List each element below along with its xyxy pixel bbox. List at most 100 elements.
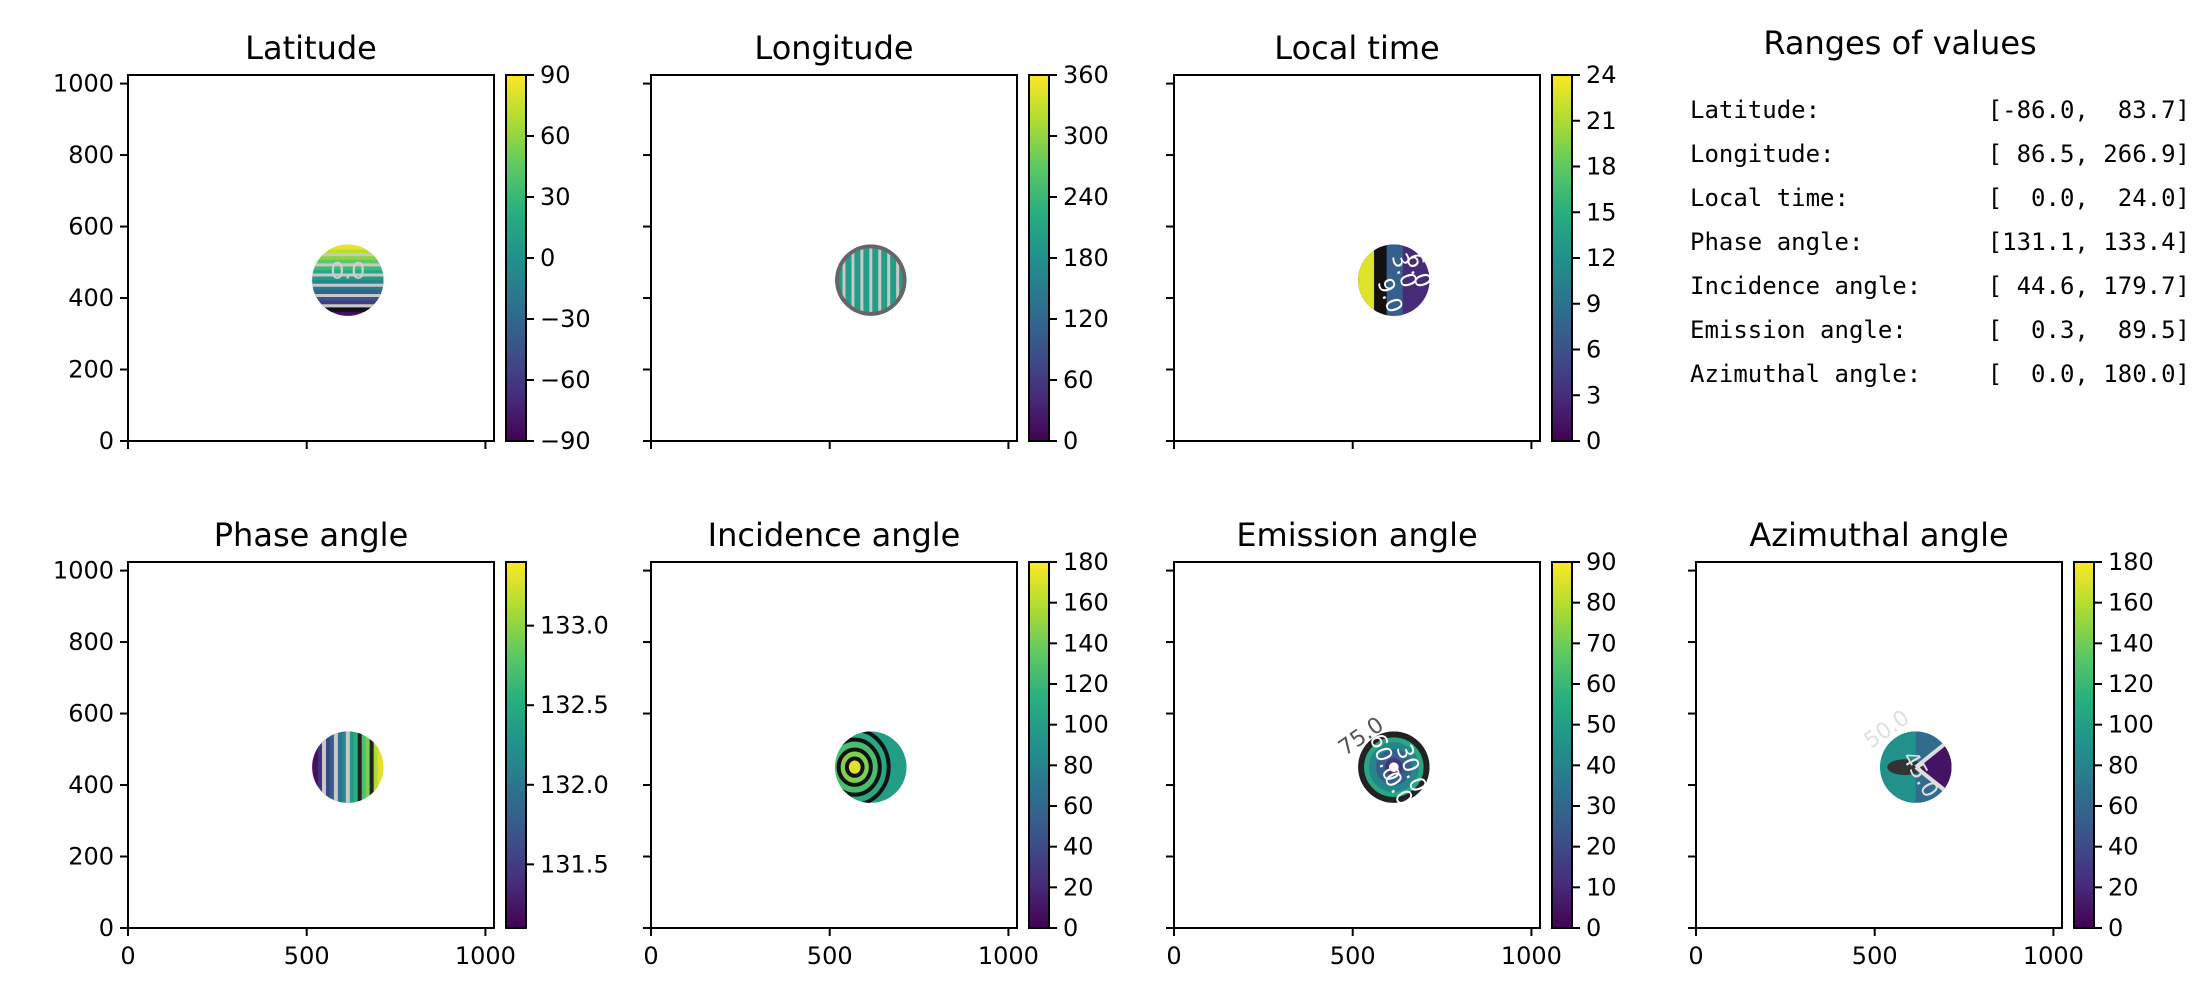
disk-band [1358, 244, 1375, 316]
colorbar-tick-label: 40 [2108, 833, 2139, 861]
colorbar-tick-label: 240 [1063, 183, 1109, 211]
colorbar [1551, 74, 1573, 442]
colorbar-tick-label: 360 [1063, 61, 1109, 89]
x-tick-label: 0 [643, 942, 658, 970]
disk-band [312, 259, 384, 266]
limb-line [835, 244, 907, 316]
panel-title: Local time [1274, 29, 1439, 67]
disk-band [312, 244, 384, 251]
colorbar-tick-label: 100 [1063, 711, 1109, 739]
x-tick-label: 1000 [1501, 942, 1562, 970]
colorbar-tick-label: 0 [1063, 914, 1078, 942]
contour-label: 0.0 [330, 259, 365, 284]
planet-disk [1358, 731, 1430, 803]
x-tick-label: 0 [1688, 942, 1703, 970]
disk-band [312, 249, 384, 256]
planet-disk [835, 244, 907, 316]
ranges-label: Emission angle: [1690, 316, 1907, 344]
disk-band [312, 310, 384, 316]
colorbar-tick-label: 133.0 [540, 612, 609, 640]
colorbar-tick-label: 0 [1063, 427, 1078, 455]
disk-band [312, 254, 384, 261]
disk-band [312, 264, 384, 271]
colorbar-tick-label: 90 [540, 61, 571, 89]
ranges-value: [ 0.0, 180.0] [1987, 360, 2190, 388]
disk-band [312, 300, 384, 307]
colorbar-tick-label: 140 [2108, 629, 2154, 657]
ranges-row-longitude: Longitude: [ 86.5, 266.9] [1690, 132, 2190, 176]
axes-frame [127, 74, 495, 442]
ranges-panel: Ranges of values Latitude: [-86.0, 83.7]… [1690, 24, 2190, 396]
x-tick-label: 0 [1166, 942, 1181, 970]
colorbar-tick-label: 90 [1586, 548, 1617, 576]
panel-title: Emission angle [1236, 516, 1477, 554]
y-tick-label: 1000 [53, 557, 114, 585]
colorbar-tick-label: 40 [1586, 751, 1617, 779]
colorbar-tick-label: −60 [540, 366, 591, 394]
colorbar-tick-label: 21 [1586, 107, 1617, 135]
disk-band [1374, 244, 1387, 316]
axes-frame [1173, 74, 1541, 442]
colorbar-tick-label: 0 [1586, 427, 1601, 455]
colorbar-tick-label: 0 [540, 244, 555, 272]
panel-title: Azimuthal angle [1749, 516, 2008, 554]
disk-band [359, 731, 367, 803]
y-tick-label: 400 [68, 284, 114, 312]
colorbar-tick-label: 60 [1586, 670, 1617, 698]
ranges-value: [ 0.3, 89.5] [1987, 316, 2190, 344]
ranges-row-emission-angle: Emission angle: [ 0.3, 89.5] [1690, 308, 2190, 352]
disk-band [371, 731, 379, 803]
panel-title: Latitude [245, 29, 377, 67]
colorbar-tick-label: 80 [1586, 589, 1617, 617]
colorbar-tick-label: 70 [1586, 629, 1617, 657]
ranges-row-local-time: Local time: [ 0.0, 24.0] [1690, 176, 2190, 220]
colorbar-tick-label: 50 [1586, 711, 1617, 739]
colorbar-tick-label: 180 [1063, 548, 1109, 576]
colorbar-tick-label: 60 [1063, 366, 1094, 394]
x-tick-label: 1000 [978, 942, 1039, 970]
colorbar-tick-label: 60 [2108, 792, 2139, 820]
colorbar [1551, 561, 1573, 929]
y-tick-label: 200 [68, 843, 114, 871]
ranges-value: [ 44.6, 179.7] [1987, 272, 2190, 300]
x-tick-label: 0 [120, 942, 135, 970]
ranges-row-latitude: Latitude: [-86.0, 83.7] [1690, 88, 2190, 132]
colorbar-tick-label: 140 [1063, 629, 1109, 657]
y-tick-label: 0 [99, 427, 114, 455]
panel-title: Phase angle [214, 516, 409, 554]
disk-band [329, 731, 337, 803]
colorbar-tick-label: 132.0 [540, 771, 609, 799]
y-tick-label: 0 [99, 914, 114, 942]
colorbar-tick-label: 100 [2108, 711, 2154, 739]
colorbar-tick-label: 180 [1063, 244, 1109, 272]
colorbar-tick-label: 12 [1586, 244, 1617, 272]
disk-band [323, 731, 331, 803]
disk-band [312, 285, 384, 292]
colorbar-tick-label: 20 [1586, 833, 1617, 861]
panel-lat: Latitude 0.0 0 200 400 600 800 1000 −90 −60 −30 0 30… [53, 29, 591, 455]
limb-line [1358, 731, 1430, 803]
colorbar-tick-label: 80 [1063, 751, 1094, 779]
ranges-label: Longitude: [1690, 140, 1835, 168]
ranges-row-azimuthal-angle: Azimuthal angle: [ 0.0, 180.0] [1690, 352, 2190, 396]
y-tick-label: 200 [68, 356, 114, 384]
colorbar-tick-label: 160 [1063, 589, 1109, 617]
colorbar-tick-label: 15 [1586, 198, 1617, 226]
colorbar [1028, 74, 1050, 442]
colorbar-tick-label: 0 [1586, 914, 1601, 942]
disk-band [341, 731, 349, 803]
planet-disk [312, 731, 384, 803]
colorbar-tick-label: 120 [1063, 305, 1109, 333]
colorbar-tick-label: 40 [1063, 833, 1094, 861]
x-tick-label: 500 [1852, 942, 1898, 970]
colorbar-tick-label: 9 [1586, 290, 1601, 318]
disk-band [1915, 738, 1952, 796]
disk-band [312, 731, 320, 803]
colorbar-tick-label: 3 [1586, 381, 1601, 409]
ranges-label: Azimuthal angle: [1690, 360, 1922, 388]
disk-band [353, 731, 361, 803]
disk-band [312, 280, 384, 287]
